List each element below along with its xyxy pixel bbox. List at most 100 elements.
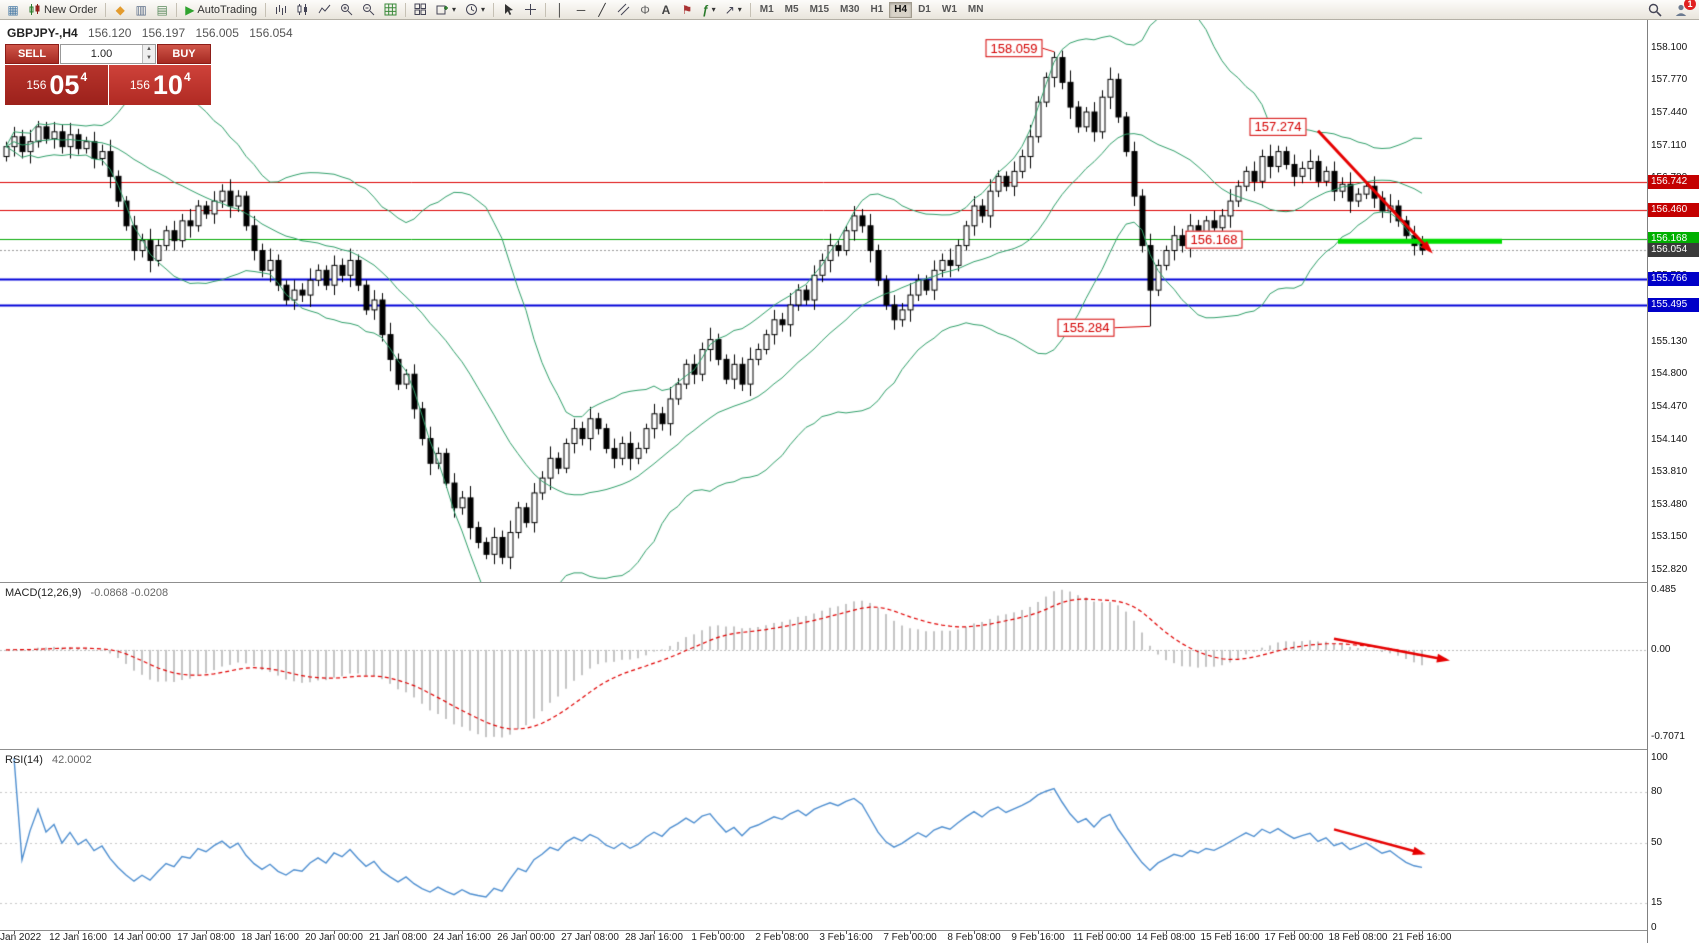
panel-divider[interactable] [0, 749, 1647, 750]
zoom-in-button[interactable] [336, 1, 357, 19]
toolbar-separator [105, 2, 107, 17]
rsi-axis-label: 0 [1651, 922, 1657, 933]
terminal-button[interactable]: ▤ [152, 1, 172, 19]
timeframe-m1-button[interactable]: M1 [755, 2, 779, 18]
timeframe-m5-button[interactable]: M5 [780, 2, 804, 18]
cursor-button[interactable] [498, 1, 519, 19]
timeframe-d1-button[interactable]: D1 [913, 2, 936, 18]
macd-label: MACD(12,26,9) -0.0868 -0.0208 [5, 587, 168, 599]
zoom-out-button[interactable] [358, 1, 379, 19]
candlestick-chart-button[interactable] [292, 1, 313, 19]
time-axis-tick [974, 931, 975, 934]
crosshair-button[interactable] [520, 1, 541, 19]
time-axis-label: 14 Jan 00:00 [113, 932, 171, 943]
price-axis-label: 153.810 [1651, 466, 1688, 478]
rsi-axis-label: 15 [1651, 896, 1663, 908]
sell-price-prefix: 156 [26, 78, 47, 92]
new-order-label: New Order [44, 3, 98, 16]
chart-window-button[interactable]: ▦ [3, 1, 23, 19]
time-axis-label: 20 Jan 00:00 [305, 932, 363, 943]
time-axis-tick [78, 931, 79, 934]
price-axis-label: 152.820 [1651, 564, 1688, 576]
tile-windows-button[interactable] [410, 1, 431, 19]
time-axis-tick [398, 931, 399, 934]
time-scale[interactable]: 11 Jan 2022 12 Jan 16:00 14 Jan 00:00 17 Ja… [0, 930, 1647, 943]
zoom-out-icon [362, 4, 375, 16]
sell-price-display[interactable]: 156 05 4 [5, 65, 108, 105]
notification-badge: 1 [1684, 0, 1696, 10]
indicators-button[interactable]: ƒ ▾ [698, 1, 720, 19]
profiles-button[interactable]: ▾ [461, 1, 489, 19]
channel-tool-button[interactable] [613, 1, 634, 19]
timeframe-w1-button[interactable]: W1 [937, 2, 962, 18]
bar-chart-button[interactable] [270, 1, 291, 19]
new-chart-button[interactable]: ▾ [432, 1, 460, 19]
account-button[interactable]: 1 [1670, 0, 1696, 19]
volume-input[interactable] [61, 45, 142, 63]
time-axis-tick [1166, 931, 1167, 934]
volume-spinner: ▲ ▼ [142, 45, 155, 63]
toolbar-separator [492, 2, 494, 17]
chart-window-icon: ▦ [7, 2, 19, 17]
timeframe-h4-button[interactable]: H4 [889, 1, 913, 18]
rsi-name: RSI(14) [5, 754, 43, 766]
new-chart-icon [436, 5, 448, 15]
time-axis-label: 27 Jan 08:00 [561, 932, 619, 943]
timeframe-mn-button[interactable]: MN [963, 2, 989, 18]
volume-increase-button[interactable]: ▲ [143, 45, 155, 54]
rsi-value: 42.0002 [51, 754, 92, 766]
time-axis-tick [462, 931, 463, 934]
caret-down-icon: ▾ [451, 4, 456, 14]
ohlc-close: 156.054 [249, 26, 293, 40]
grid-button[interactable] [380, 1, 401, 19]
autotrading-label: AutoTrading [197, 3, 257, 16]
fibonacci-tool-button[interactable]: Φ [635, 1, 655, 19]
new-order-button[interactable]: New Order [24, 1, 101, 19]
timeframe-m15-button[interactable]: M15 [805, 2, 834, 18]
toolbar-separator [404, 2, 406, 17]
text-tool-button[interactable]: A [656, 1, 676, 19]
price-scale[interactable]: 158.100157.770157.440157.110156.780156.4… [1647, 20, 1699, 943]
price-level-tag: 156.742 [1648, 175, 1699, 190]
price-axis-label: 154.140 [1651, 433, 1688, 445]
market-watch-button[interactable]: ▥ [131, 1, 151, 19]
panel-divider[interactable] [0, 582, 1647, 583]
objects-button[interactable]: ↗ ▾ [721, 1, 746, 19]
vertical-line-tool-button[interactable]: │ [550, 1, 570, 19]
search-button[interactable] [1644, 1, 1666, 19]
rsi-label: RSI(14) 42.0002 [5, 754, 92, 766]
time-axis-tick [14, 931, 15, 934]
trendline-tool-button[interactable]: ╱ [592, 1, 612, 19]
macd-name: MACD(12,26,9) [5, 587, 82, 599]
timeframe-m30-button[interactable]: M30 [835, 2, 864, 18]
ohlc-open: 156.120 [88, 26, 132, 40]
time-axis-label: 24 Jan 16:00 [433, 932, 491, 943]
autotrading-button[interactable]: ▶ AutoTrading [181, 1, 261, 19]
volume-decrease-button[interactable]: ▼ [143, 54, 155, 63]
price-chart-canvas[interactable] [0, 20, 1647, 582]
horizontal-line-tool-button[interactable]: ─ [571, 1, 591, 19]
time-axis-tick [270, 931, 271, 934]
line-chart-icon [318, 4, 331, 14]
text-tool-icon: A [661, 2, 671, 17]
caret-down-icon: ▾ [711, 4, 716, 14]
buy-price-display[interactable]: 156 10 4 [108, 65, 211, 105]
time-axis-tick [1294, 931, 1295, 934]
toolbar-separator [264, 2, 266, 17]
rsi-chart-canvas[interactable] [0, 750, 1647, 929]
time-axis-label: 11 Feb 00:00 [1072, 932, 1132, 943]
macd-values: -0.0868 -0.0208 [90, 587, 169, 599]
price-axis-label: 153.150 [1651, 531, 1688, 543]
price-axis-label: 157.440 [1651, 107, 1688, 118]
buy-button[interactable]: BUY [157, 44, 211, 64]
time-axis-tick [654, 931, 655, 934]
buy-price-pip: 4 [183, 70, 191, 84]
metaeditor-button[interactable]: ◆ [110, 1, 130, 19]
label-tool-button[interactable]: ⚑ [677, 1, 697, 19]
time-axis-label: 17 Jan 08:00 [177, 932, 235, 943]
sell-button[interactable]: SELL [5, 44, 59, 64]
time-axis-tick [142, 931, 143, 934]
macd-chart-canvas[interactable] [0, 583, 1647, 749]
line-chart-button[interactable] [314, 1, 335, 19]
timeframe-h1-button[interactable]: H1 [865, 2, 888, 18]
